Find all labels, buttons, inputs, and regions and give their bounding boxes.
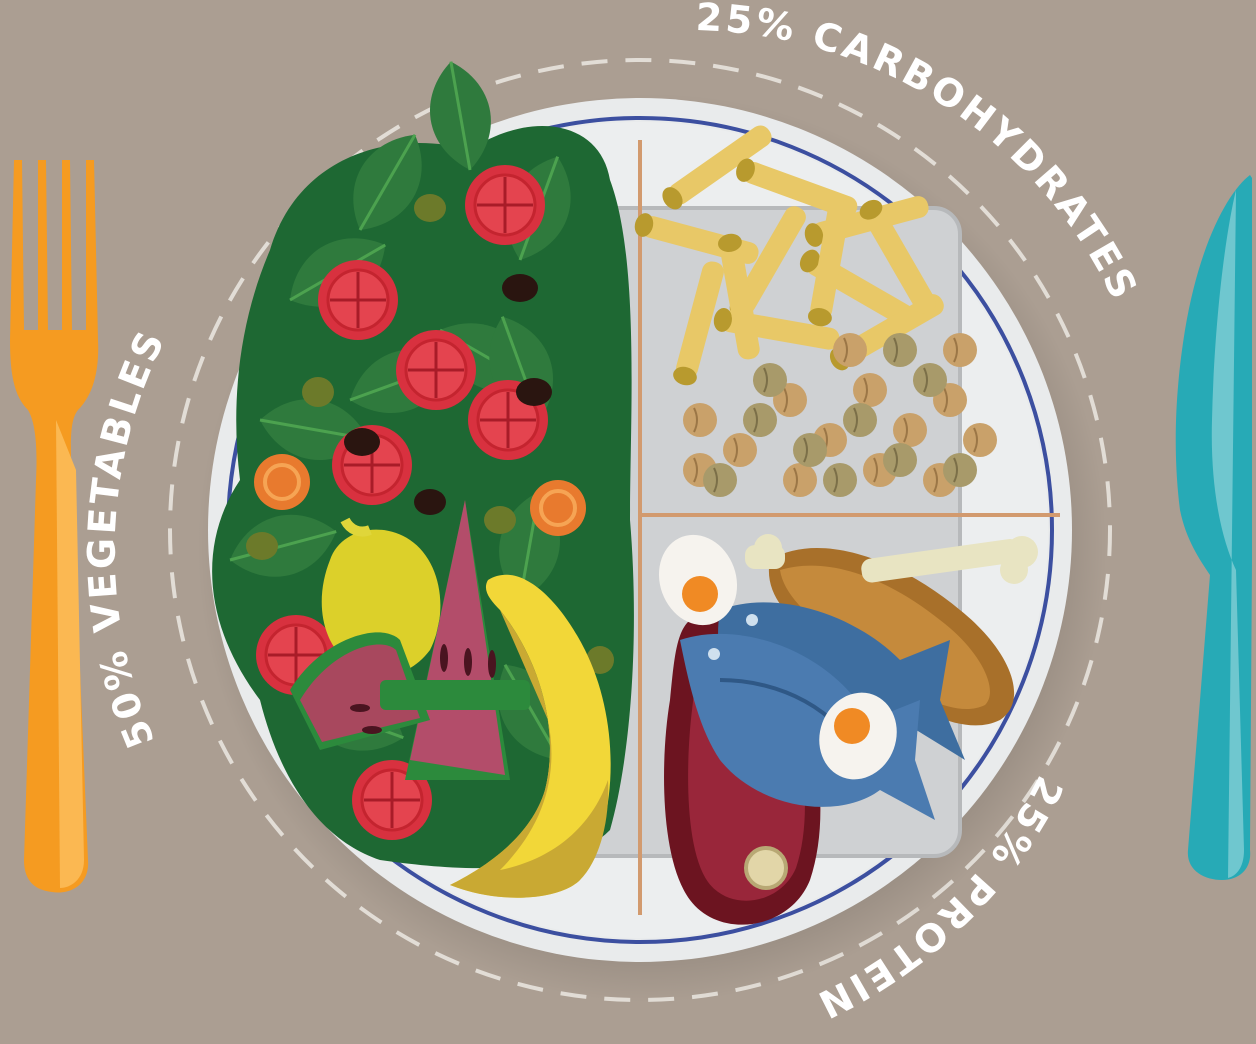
- carrot-icon: [254, 454, 586, 536]
- knife-icon: [1175, 175, 1252, 880]
- olive-icon: [246, 194, 614, 674]
- fork-icon: [10, 160, 99, 893]
- egg-icon: [658, 534, 897, 780]
- banana-icon: [450, 574, 611, 898]
- watermelon-icon: [290, 500, 530, 780]
- dashed-ring: [168, 58, 1112, 1002]
